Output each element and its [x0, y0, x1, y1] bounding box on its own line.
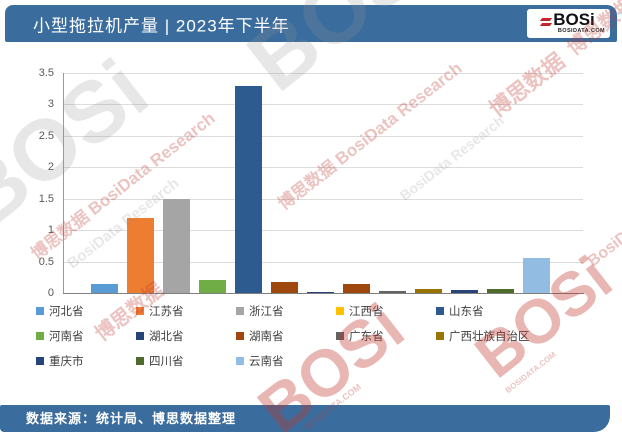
bar-江西省 — [199, 280, 226, 293]
legend-swatch-icon — [436, 332, 444, 340]
bar-河南省 — [271, 282, 298, 293]
legend-label: 湖南省 — [249, 331, 284, 343]
legend-swatch-icon — [136, 357, 144, 365]
gridline — [64, 261, 583, 263]
legend-item: 云南省 — [236, 353, 336, 369]
bar-云南省 — [523, 258, 550, 293]
legend-label: 湖北省 — [149, 331, 184, 343]
legend-label: 浙江省 — [249, 306, 284, 318]
legend-item: 浙江省 — [236, 303, 336, 319]
legend-item: 湖北省 — [136, 328, 236, 344]
legend-item: 江苏省 — [136, 303, 236, 319]
gridline — [64, 73, 583, 74]
gridline — [64, 104, 583, 106]
legend-label: 河南省 — [49, 331, 84, 343]
legend-swatch-icon — [336, 307, 344, 315]
header-bar: 小型拖拉机产量 | 2023年下半年 BOSi BOSIDATA.COM — [5, 5, 617, 42]
legend-swatch-icon — [36, 307, 44, 315]
legend-label: 江西省 — [349, 306, 384, 318]
legend-item: 河南省 — [36, 328, 136, 344]
data-source-text: 数据来源：统计局、博思数据整理 — [26, 411, 237, 426]
bar-广东省 — [379, 291, 406, 293]
legend-swatch-icon — [336, 332, 344, 340]
x-axis-line — [63, 293, 584, 294]
footer-bar: 数据来源：统计局、博思数据整理 — [0, 405, 610, 432]
gridline — [64, 135, 583, 137]
bar-江苏省 — [127, 218, 154, 293]
legend-swatch-icon — [236, 332, 244, 340]
legend-label: 河北省 — [49, 306, 84, 318]
legend-item: 四川省 — [136, 353, 236, 369]
bar-重庆市 — [451, 290, 478, 293]
watermark-text: BosiData Research — [584, 167, 622, 271]
legend-swatch-icon — [136, 332, 144, 340]
legend-item: 湖南省 — [236, 328, 336, 344]
y-tick-label: 3.5 — [38, 67, 54, 79]
legend-item: 山东省 — [436, 303, 536, 319]
gridline — [64, 198, 583, 200]
bar-湖南省 — [343, 284, 370, 293]
logo-stripes-icon — [540, 18, 553, 26]
legend-swatch-icon — [236, 357, 244, 365]
legend-item: 重庆市 — [36, 353, 136, 369]
logo-text: BOSi — [553, 9, 595, 29]
bar-广西壮族自治区 — [415, 289, 442, 293]
legend: 河北省 江苏省 浙江省 江西省 山东省河南省 湖北省 湖南省 广东省 广西壮族自治区重庆市 四川省… — [36, 303, 536, 369]
y-tick-label: 0.5 — [38, 255, 54, 268]
legend-label: 广东省 — [349, 331, 384, 343]
legend-swatch-icon — [436, 307, 444, 315]
bar-山东省 — [235, 86, 262, 293]
logo-domain-text: BOSIDATA.COM — [557, 28, 605, 34]
legend-swatch-icon — [36, 357, 44, 365]
legend-label: 江苏省 — [149, 306, 184, 318]
y-tick-label: 2 — [47, 161, 54, 174]
legend-item: 河北省 — [36, 303, 136, 319]
legend-swatch-icon — [36, 332, 44, 340]
bar-河北省 — [91, 284, 118, 293]
legend-swatch-icon — [236, 307, 244, 315]
y-tick-label: 3 — [47, 98, 54, 111]
y-axis-line — [63, 73, 64, 294]
legend-item: 广东省 — [336, 328, 436, 344]
bosi-logo: BOSi BOSIDATA.COM — [527, 9, 610, 38]
legend-label: 云南省 — [249, 356, 284, 368]
legend-swatch-icon — [136, 307, 144, 315]
y-tick-label: 2.5 — [38, 129, 54, 142]
legend-label: 广西壮族自治区 — [449, 331, 530, 343]
legend-label: 四川省 — [149, 356, 184, 368]
bar-湖北省 — [307, 292, 334, 293]
y-tick-label: 1 — [47, 224, 54, 237]
chart-title: 小型拖拉机产量 | 2023年下半年 — [33, 16, 290, 35]
gridline — [64, 167, 583, 169]
legend-item: 广西壮族自治区 — [436, 328, 536, 344]
legend-label: 山东省 — [449, 306, 484, 318]
bar-四川省 — [487, 289, 514, 293]
bar-series — [63, 73, 583, 293]
legend-item: 江西省 — [336, 303, 436, 319]
gridline — [64, 230, 583, 232]
y-tick-label: 1.5 — [38, 192, 54, 205]
bar-浙江省 — [163, 199, 190, 293]
y-tick-label: 0 — [47, 287, 54, 299]
legend-label: 重庆市 — [49, 356, 84, 368]
